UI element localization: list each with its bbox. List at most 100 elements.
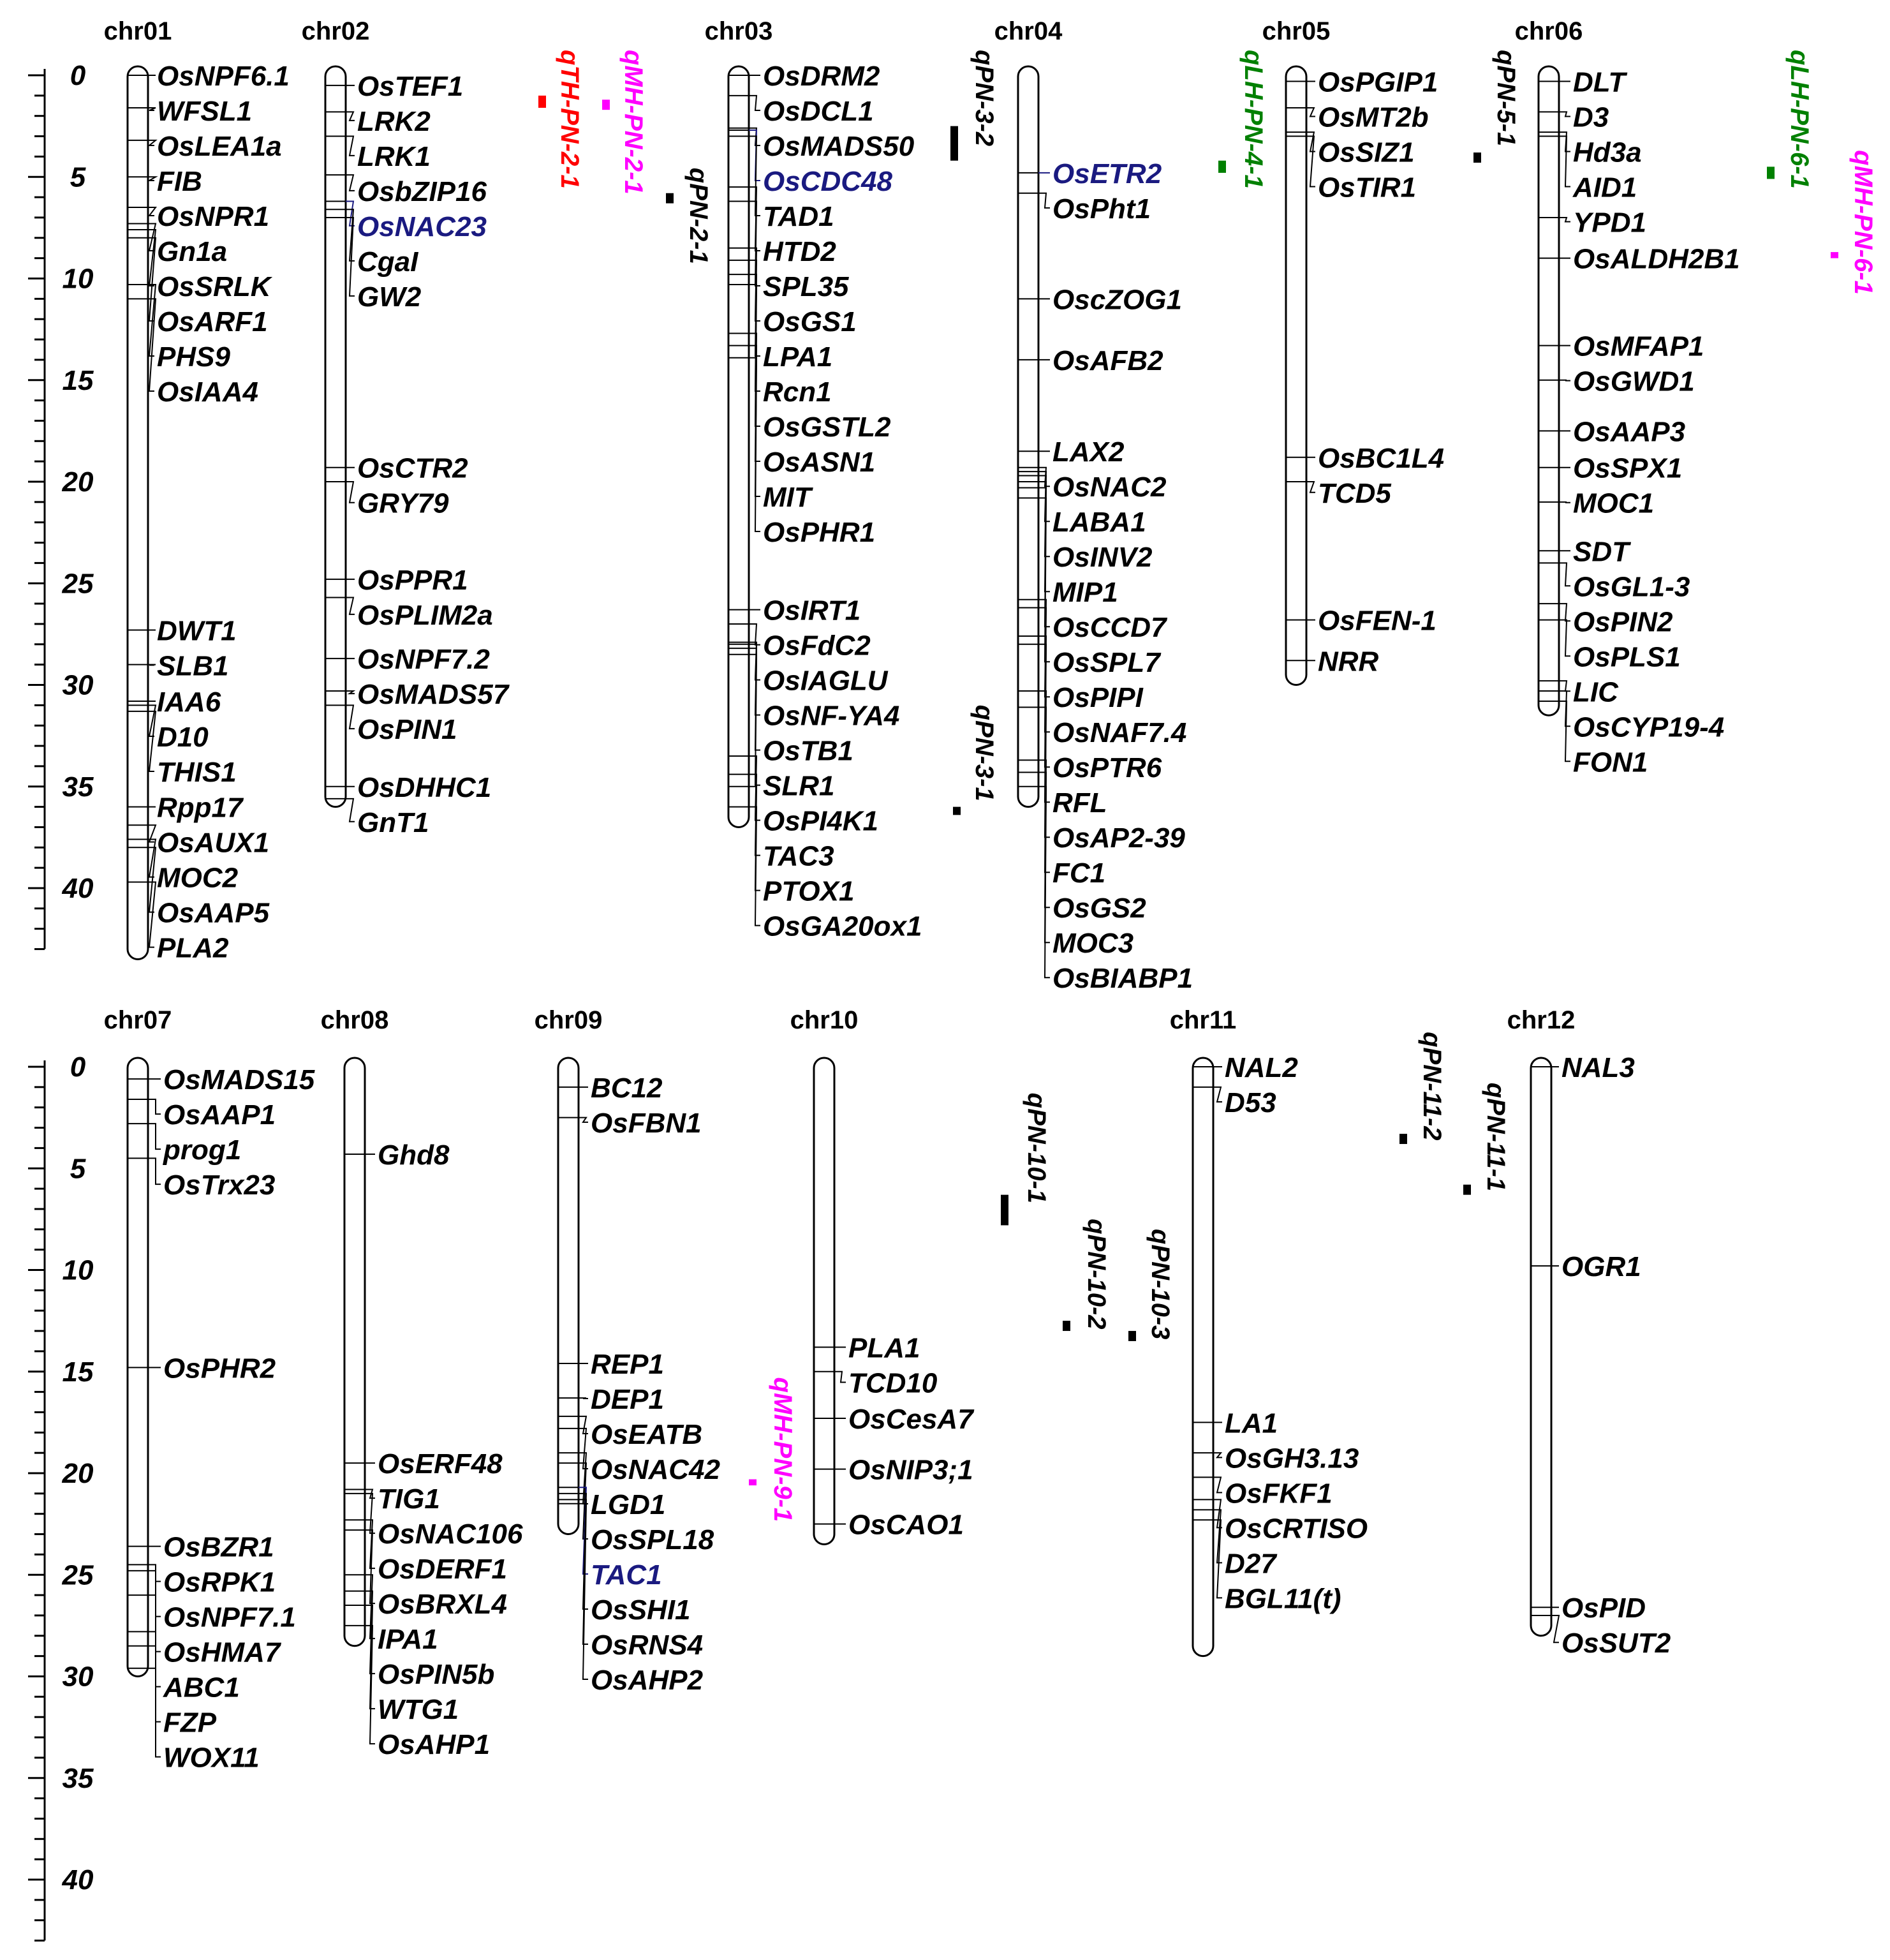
gene-connector	[749, 129, 760, 181]
gene-connector	[1559, 690, 1570, 727]
gene-label: FC1	[1052, 858, 1105, 889]
chromosome-chr04: chr04 OsETR2 OsPht1 OscZOG1 OsAFB2 LAX2OsNAC2…	[994, 17, 1193, 994]
chromosome-chr11: chr11 NAL2 D53 LA1 OsGH3.13 OsFKF1 OsCRTISO D27…	[1170, 1006, 1368, 1658]
gene-marker: OsMADS57	[325, 679, 510, 710]
chromosome-title: chr12	[1507, 1006, 1576, 1034]
gene-marker: OsBIABP1	[1018, 785, 1193, 994]
gene-label: LGD1	[591, 1489, 665, 1520]
gene-label: NAL2	[1225, 1052, 1298, 1083]
gene-connector	[834, 1370, 846, 1383]
gene-label: OsIAA4	[157, 376, 258, 408]
tick-label: 20	[62, 466, 94, 498]
gene-marker: Rpp17	[128, 792, 244, 824]
gene-marker: OsPTR6	[1018, 635, 1162, 783]
gene-marker: D53	[1193, 1086, 1276, 1118]
gene-label: OsGS2	[1052, 893, 1146, 924]
gene-connector	[1559, 111, 1570, 117]
gene-marker: Hd3a	[1539, 131, 1642, 168]
gene-label: YPD1	[1573, 207, 1646, 239]
gene-label: D27	[1225, 1548, 1278, 1579]
gene-marker: OsNAC2	[1018, 466, 1167, 503]
gene-marker: D27	[1193, 1509, 1278, 1579]
gene-connector	[346, 597, 355, 615]
gene-marker: THIS1	[128, 710, 237, 788]
qtl-qTH-PN-2-1: qTH-PN-2-1	[538, 50, 584, 189]
gene-label: LAX2	[1052, 436, 1125, 468]
gene-label: OsFdC2	[763, 630, 871, 662]
gene-connector	[1559, 562, 1570, 587]
gene-label: OGR1	[1561, 1251, 1641, 1282]
gene-marker: OsSRLK	[128, 229, 273, 302]
gene-marker: PLA2	[128, 881, 229, 964]
gene-marker: MIT	[728, 345, 813, 513]
gene-connector	[148, 704, 157, 737]
gene-marker: OsAAP1	[128, 1098, 276, 1131]
gene-label: OsDRM2	[763, 61, 880, 92]
gene-label: OsSPL7	[1052, 647, 1162, 678]
gene-label: Hd3a	[1573, 137, 1642, 168]
gene-connector	[365, 1624, 375, 1745]
gene-label: SDT	[1573, 536, 1631, 567]
chromosome-body	[557, 1057, 580, 1536]
gene-label: OsMADS15	[163, 1064, 315, 1095]
gene-marker: OsAAP5	[128, 847, 270, 929]
gene-connector	[749, 332, 760, 462]
gene-label: OsGS1	[763, 306, 857, 338]
gene-label: TAC3	[763, 841, 834, 872]
qtl-label: qMH-PN-2-1	[619, 50, 647, 195]
qtl-bar	[749, 1479, 757, 1486]
qtl-qMH-PN-9-1: qMH-PN-9-1	[749, 1377, 797, 1522]
gene-label: OsNAC106	[378, 1518, 523, 1550]
gene-marker: OsEATB	[558, 1415, 702, 1450]
gene-marker: WTG1	[344, 1605, 459, 1725]
gene-connector	[1213, 1476, 1222, 1494]
gene-label: OsPLS1	[1573, 641, 1681, 672]
chromosome-title: chr01	[104, 17, 172, 45]
gene-label: OsNAC2	[1052, 471, 1167, 503]
gene-label: OsCDC48	[763, 166, 892, 197]
gene-label: OsINV2	[1052, 542, 1153, 573]
gene-marker: NAL2	[1193, 1052, 1298, 1083]
qtl-label: qMH-PN-6-1	[1849, 150, 1877, 295]
chromosome-chr12: chr12 NAL3 OGR1 OsPID OsSUT2	[1507, 1006, 1671, 1659]
gene-label: D3	[1573, 102, 1609, 133]
gene-label: LRK1	[357, 141, 431, 172]
gene-marker: OsGSTL2	[728, 284, 891, 443]
gene-marker: OsSPL7	[1018, 497, 1162, 678]
gene-marker: Gn1a	[128, 223, 227, 267]
chromosome-title: chr09	[535, 1006, 603, 1034]
gene-connector	[346, 798, 355, 822]
qtl-bar	[1473, 152, 1481, 163]
gene-label: WOX11	[163, 1742, 260, 1774]
gene-connector	[148, 1123, 161, 1150]
qtl-label: qPN-3-1	[970, 705, 998, 801]
gene-marker: WFSL1	[128, 96, 252, 127]
gene-label: OsNF-YA4	[763, 701, 899, 732]
gene-marker: GnT1	[325, 798, 429, 838]
tick-label: 30	[63, 1661, 94, 1693]
gene-connector	[1038, 635, 1050, 768]
gene-label: MIP1	[1052, 577, 1118, 608]
gene-marker: OsPIN1	[325, 704, 457, 745]
gene-connector	[579, 1397, 588, 1400]
gene-marker: OsDERF1	[344, 1519, 507, 1585]
gene-label: GRY79	[357, 488, 449, 519]
gene-marker: OsDHHC1	[325, 772, 491, 803]
gene-label: TCD5	[1318, 478, 1391, 509]
gene-connector	[148, 1594, 161, 1652]
gene-connector	[1038, 643, 1050, 803]
gene-connector	[1559, 131, 1570, 152]
gene-connector	[579, 1415, 588, 1435]
gene-connector	[148, 1157, 161, 1185]
qtl-label: qPN-10-1	[1023, 1093, 1051, 1203]
gene-connector	[148, 1645, 161, 1723]
gene-label: PLA1	[848, 1333, 920, 1364]
qtl-label: qPN-11-2	[1418, 1032, 1446, 1140]
qtl-bar	[1063, 1321, 1070, 1332]
gene-connector	[749, 357, 760, 532]
gene-marker: OsMT2b	[1286, 102, 1429, 133]
gene-label: TIG1	[378, 1483, 440, 1515]
gene-label: OsBRXL4	[378, 1589, 507, 1620]
gene-connector	[749, 806, 760, 926]
